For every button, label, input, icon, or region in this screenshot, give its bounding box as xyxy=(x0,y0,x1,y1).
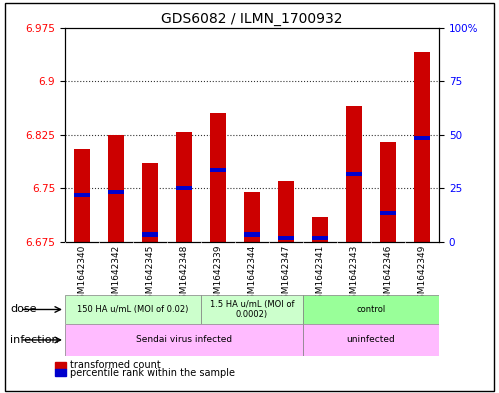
Bar xyxy=(415,136,430,140)
Bar xyxy=(210,113,226,242)
Bar xyxy=(142,232,158,237)
Text: control: control xyxy=(356,305,386,314)
Bar xyxy=(346,106,362,242)
Text: transformed count: transformed count xyxy=(70,360,161,370)
Bar xyxy=(74,149,89,242)
Text: GSM1642343: GSM1642343 xyxy=(350,244,359,305)
Bar xyxy=(303,295,439,324)
Bar xyxy=(312,217,328,242)
Bar xyxy=(201,295,303,324)
Bar xyxy=(245,192,259,242)
Bar xyxy=(108,189,124,194)
Bar xyxy=(142,163,158,242)
Text: infection: infection xyxy=(10,335,58,345)
Text: GSM1642345: GSM1642345 xyxy=(145,244,154,305)
Text: GSM1642340: GSM1642340 xyxy=(77,244,86,305)
Bar xyxy=(303,324,439,356)
Bar xyxy=(278,181,294,242)
Text: GSM1642347: GSM1642347 xyxy=(281,244,290,305)
Title: GDS6082 / ILMN_1700932: GDS6082 / ILMN_1700932 xyxy=(161,13,343,26)
Text: GSM1642346: GSM1642346 xyxy=(384,244,393,305)
Text: GSM1642342: GSM1642342 xyxy=(111,244,120,305)
Bar xyxy=(108,134,124,242)
Text: Sendai virus infected: Sendai virus infected xyxy=(136,336,232,344)
Text: uninfected: uninfected xyxy=(347,336,395,344)
Bar xyxy=(65,295,201,324)
Bar xyxy=(210,168,226,173)
Text: GSM1642348: GSM1642348 xyxy=(180,244,189,305)
Bar xyxy=(380,211,396,215)
Text: 1.5 HA u/mL (MOI of
0.0002): 1.5 HA u/mL (MOI of 0.0002) xyxy=(210,300,294,319)
Bar xyxy=(74,193,89,197)
Bar xyxy=(346,172,362,176)
Bar xyxy=(312,236,328,240)
Bar xyxy=(65,324,303,356)
Bar xyxy=(380,142,396,242)
Bar xyxy=(176,186,192,190)
Text: dose: dose xyxy=(10,305,36,314)
Text: GSM1642344: GSM1642344 xyxy=(248,244,256,305)
Bar xyxy=(245,232,259,237)
Text: GSM1642349: GSM1642349 xyxy=(418,244,427,305)
Text: GSM1642339: GSM1642339 xyxy=(214,244,223,305)
Text: 150 HA u/mL (MOI of 0.02): 150 HA u/mL (MOI of 0.02) xyxy=(77,305,189,314)
Bar xyxy=(278,236,294,240)
Text: percentile rank within the sample: percentile rank within the sample xyxy=(70,368,235,378)
Text: GSM1642341: GSM1642341 xyxy=(315,244,324,305)
Bar xyxy=(176,132,192,242)
Bar xyxy=(415,53,430,242)
